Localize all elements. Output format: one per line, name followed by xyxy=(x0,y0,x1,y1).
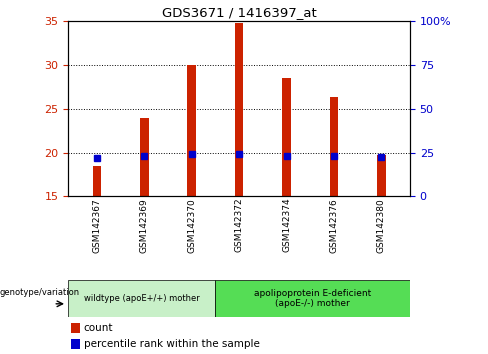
Title: GDS3671 / 1416397_at: GDS3671 / 1416397_at xyxy=(162,6,317,19)
Text: count: count xyxy=(84,323,113,333)
Bar xyxy=(330,97,338,196)
Bar xyxy=(187,65,196,196)
Bar xyxy=(140,118,148,196)
Bar xyxy=(71,339,80,349)
Bar xyxy=(235,23,244,196)
Bar xyxy=(68,280,215,317)
Bar xyxy=(71,322,80,333)
Text: percentile rank within the sample: percentile rank within the sample xyxy=(84,339,260,349)
Text: wildtype (apoE+/+) mother: wildtype (apoE+/+) mother xyxy=(84,294,200,303)
Text: genotype/variation: genotype/variation xyxy=(0,288,80,297)
Bar xyxy=(93,166,101,196)
Text: apolipoprotein E-deficient
(apoE-/-) mother: apolipoprotein E-deficient (apoE-/-) mot… xyxy=(254,289,371,308)
Bar xyxy=(282,78,291,196)
Bar xyxy=(215,280,410,317)
Bar xyxy=(377,155,386,196)
